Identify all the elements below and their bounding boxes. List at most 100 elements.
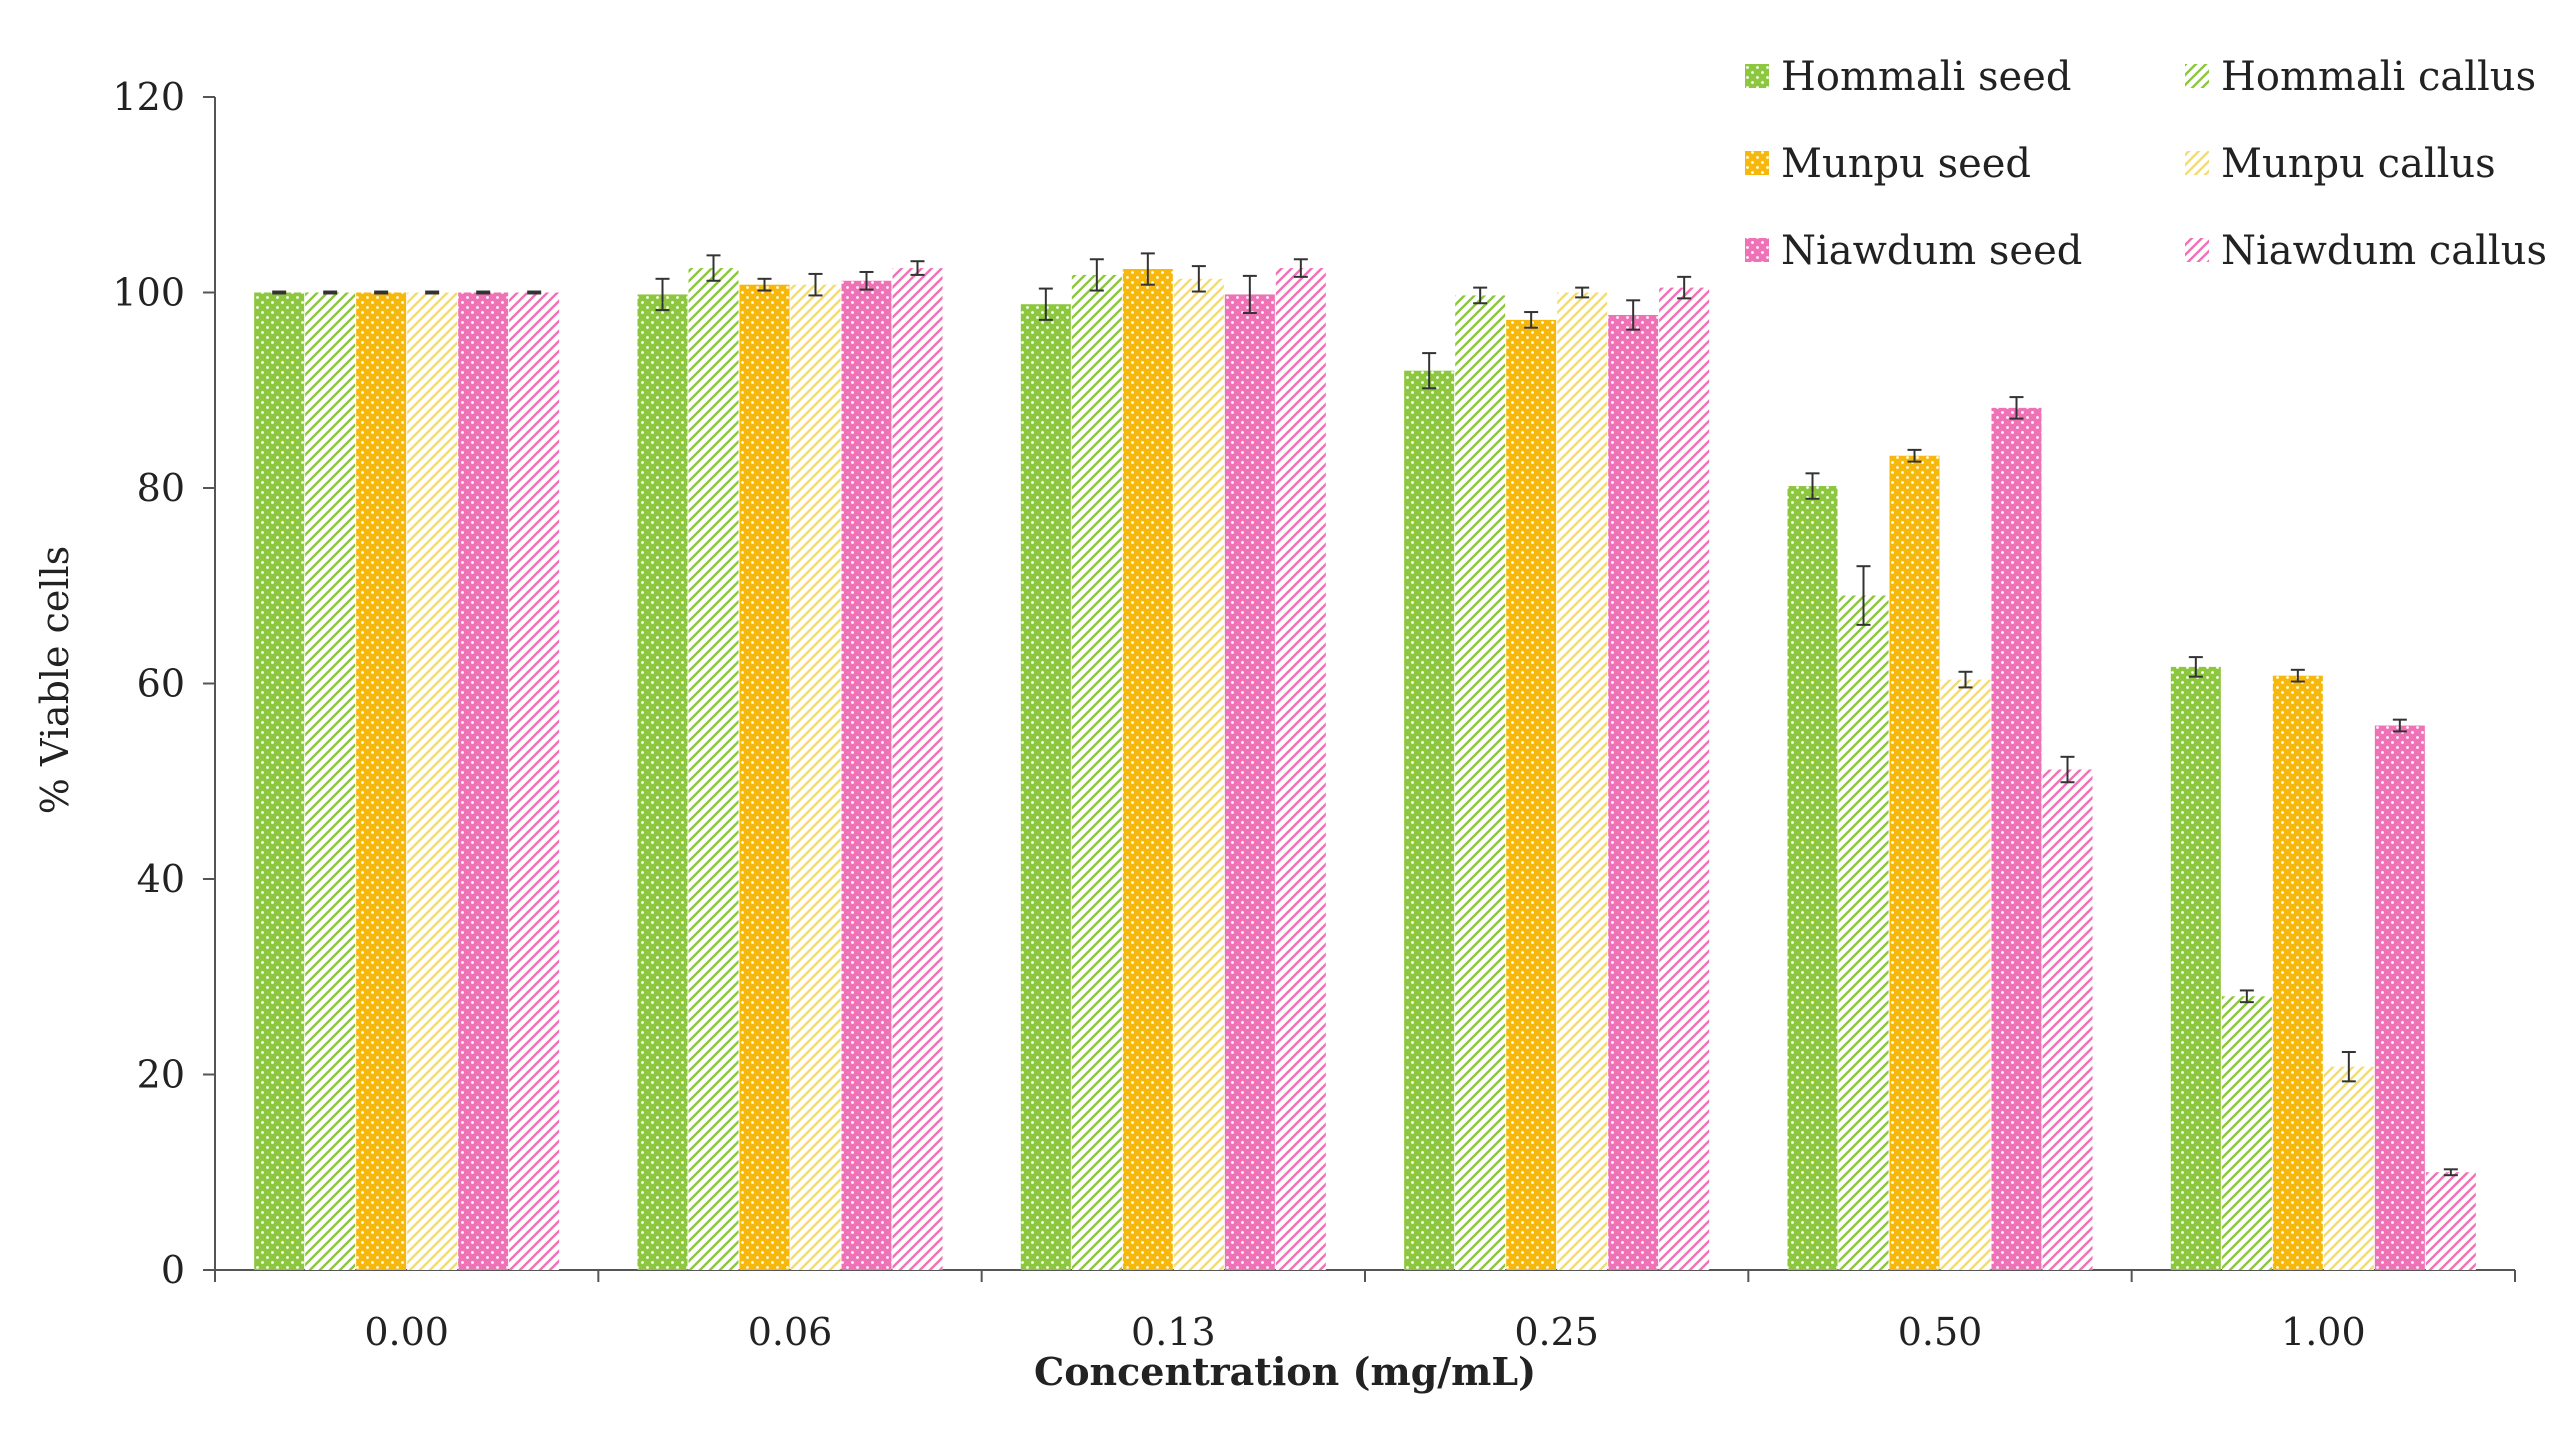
legend-swatch — [2185, 238, 2209, 262]
bar-hommali-callus-0.06 — [688, 268, 739, 1270]
y-tick-label: 60 — [137, 662, 185, 706]
bar-munpu-callus-0.00 — [407, 292, 458, 1270]
error-bar — [1958, 670, 1973, 689]
bar-hommali-seed-0.13 — [1020, 304, 1071, 1271]
bar-hommali-callus-0.25 — [1455, 295, 1506, 1270]
bar-niawdum-seed-0.50 — [1991, 407, 2042, 1271]
axes — [203, 96, 2516, 1282]
bar-munpu-callus-0.13 — [1173, 278, 1224, 1270]
bar-hommali-callus-1.00 — [2221, 996, 2272, 1270]
error-bar — [910, 260, 925, 276]
legend-swatch — [1745, 64, 1769, 88]
bar-munpu-callus-1.00 — [2323, 1066, 2374, 1270]
y-tick-label: 0 — [161, 1248, 185, 1292]
error-bar — [476, 290, 491, 295]
error-bar — [2009, 396, 2024, 420]
bar-munpu-seed-0.00 — [356, 292, 407, 1270]
error-bar — [1677, 275, 1692, 300]
error-bar — [859, 270, 874, 291]
legend-swatch — [2185, 151, 2209, 175]
x-tick-label: 0.13 — [1131, 1310, 1216, 1354]
error-bar — [1805, 472, 1820, 500]
bar-hommali-seed-1.00 — [2170, 666, 2221, 1270]
error-bar — [374, 290, 389, 295]
bar-hommali-callus-0.13 — [1071, 274, 1122, 1270]
error-bar — [1242, 274, 1257, 315]
y-tick-label: 80 — [137, 466, 185, 510]
error-bar — [2290, 668, 2305, 683]
legend-label: Hommali seed — [1781, 54, 2071, 100]
legend-label: Munpu seed — [1781, 141, 2031, 187]
legend-item-hommali-seed: Hommali seed — [1745, 54, 2071, 100]
error-bar — [2239, 989, 2254, 1004]
x-axis-title: Concentration (mg/mL) — [1034, 1349, 1536, 1394]
x-tick-label: 1.00 — [2281, 1310, 2366, 1354]
x-tick-label: 0.25 — [1514, 1310, 1599, 1354]
error-bar — [323, 290, 338, 295]
error-bar — [1626, 299, 1641, 331]
error-bar — [1293, 258, 1308, 278]
error-bar — [1524, 311, 1539, 329]
legend-swatch — [1745, 151, 1769, 175]
bar-niawdum-seed-0.00 — [458, 292, 509, 1270]
error-bar — [2443, 1168, 2458, 1177]
legend-item-hommali-callus: Hommali callus — [2185, 54, 2536, 100]
error-bar — [2060, 755, 2075, 784]
legend-item-munpu-seed: Munpu seed — [1745, 141, 2031, 187]
y-tick-label: 100 — [112, 271, 185, 315]
bar-niawdum-seed-1.00 — [2374, 725, 2425, 1270]
legend-label: Niawdum callus — [2221, 228, 2547, 274]
bar-hommali-seed-0.50 — [1787, 486, 1838, 1270]
error-bar — [1191, 265, 1206, 293]
bar-niawdum-callus-0.25 — [1659, 287, 1710, 1270]
error-bars — [272, 252, 2458, 1177]
error-bar — [272, 290, 287, 295]
error-bar — [1038, 287, 1053, 321]
error-bar — [527, 290, 542, 295]
tick-labels: 0 20 40 60 80 100 120 0.00 0.06 0.13 0.25 0.50 1.00 — [112, 75, 2365, 1354]
bar-hommali-callus-0.00 — [305, 292, 356, 1270]
error-bar — [425, 290, 440, 295]
bar-munpu-seed-0.50 — [1889, 455, 1940, 1270]
bar-niawdum-callus-0.00 — [509, 292, 560, 1270]
bars — [254, 268, 2476, 1271]
bar-hommali-seed-0.06 — [637, 294, 688, 1271]
y-axis-title: % Viable cells — [33, 546, 77, 814]
legend-label: Hommali callus — [2221, 54, 2536, 100]
error-bar — [1473, 286, 1488, 305]
bar-munpu-callus-0.50 — [1940, 679, 1991, 1270]
error-bar — [706, 254, 721, 282]
error-bar — [808, 272, 823, 297]
legend-swatch — [1745, 238, 1769, 262]
error-bar — [2392, 718, 2407, 733]
bar-hommali-seed-0.25 — [1404, 370, 1455, 1270]
error-bar — [2341, 1051, 2356, 1083]
y-tick-label: 120 — [112, 75, 185, 119]
bar-hommali-seed-0.00 — [254, 292, 305, 1270]
bar-niawdum-seed-0.13 — [1224, 294, 1275, 1271]
error-bar — [1422, 352, 1437, 390]
bar-niawdum-callus-1.00 — [2425, 1172, 2476, 1270]
bar-niawdum-seed-0.06 — [841, 280, 892, 1270]
bar-niawdum-seed-0.25 — [1608, 314, 1659, 1270]
y-tick-label: 20 — [137, 1053, 185, 1097]
error-bar — [2188, 656, 2203, 678]
x-tick-label: 0.00 — [364, 1310, 449, 1354]
y-tick-label: 40 — [137, 857, 185, 901]
error-bar — [655, 277, 670, 312]
x-tick-label: 0.50 — [1898, 1310, 1983, 1354]
legend-item-munpu-callus: Munpu callus — [2185, 141, 2496, 187]
bar-niawdum-callus-0.06 — [892, 268, 943, 1270]
legend-label: Munpu callus — [2221, 141, 2496, 187]
legend-item-niawdum-callus: Niawdum callus — [2185, 228, 2547, 274]
error-bar — [1575, 286, 1590, 299]
error-bar — [1907, 448, 1922, 463]
x-tick-label: 0.06 — [748, 1310, 833, 1354]
bar-munpu-seed-0.13 — [1122, 269, 1173, 1270]
bar-hommali-callus-0.50 — [1838, 595, 1889, 1270]
legend: Hommali seed Hommali callus Munpu seed Munp… — [1745, 54, 2547, 274]
bar-niawdum-callus-0.50 — [2042, 769, 2093, 1270]
bar-munpu-seed-1.00 — [2272, 675, 2323, 1270]
